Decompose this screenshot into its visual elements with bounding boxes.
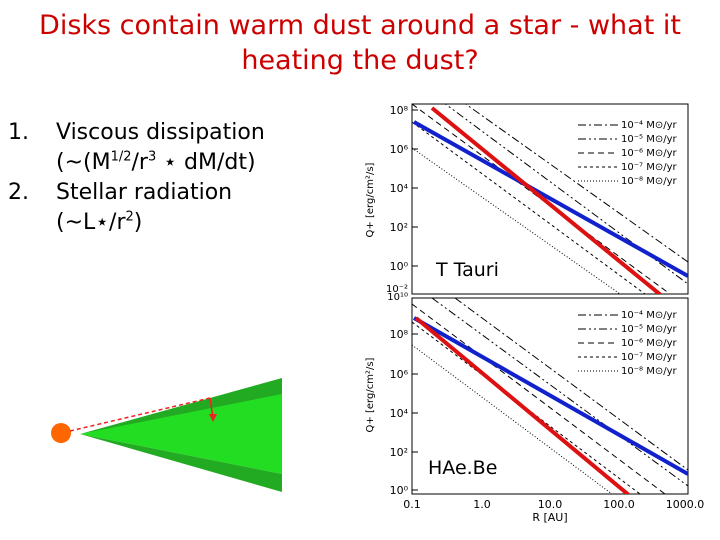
star-icon xyxy=(51,423,71,443)
title-line-1: Disks contain warm dust around a star - … xyxy=(39,10,681,41)
y-tick-label: 10² xyxy=(390,221,408,234)
x-tick-label: 1.0 xyxy=(473,498,491,511)
legend-entry: 10⁻⁶ M⊙/yr xyxy=(621,148,677,159)
plot-haebe: 10¹⁰ 10⁸ 10⁶ 10⁴ 10² 10⁰ Q+ [erg/cm²/s] … xyxy=(365,292,689,497)
x-tick-label: 0.1 xyxy=(403,498,421,511)
title-line-2: heating the dust? xyxy=(241,45,479,76)
y-ticks xyxy=(412,333,418,491)
legend-entry: 10⁻⁴ M⊙/yr xyxy=(621,120,677,131)
stellar-heating-curve xyxy=(414,316,631,494)
list-item-stellar: 2. Stellar radiation (~L⋆/r2) xyxy=(8,178,338,238)
legend-entry: 10⁻⁴ M⊙/yr xyxy=(621,310,677,321)
plot-label: HAe.Be xyxy=(428,457,497,479)
list-number: 1. xyxy=(8,120,29,145)
x-axis-label: R [AU] xyxy=(532,511,567,524)
list-item-formula: (~(M1/2/r3 ⋆ dM/dt) xyxy=(56,149,256,175)
flared-disk-lower xyxy=(80,434,282,492)
disk-illustration xyxy=(51,378,282,492)
legend-entry: 10⁻⁵ M⊙/yr xyxy=(621,324,677,335)
plot-frame xyxy=(411,297,689,495)
y-axis-label: Q+ [erg/cm²/s] xyxy=(365,162,376,237)
legend-entry: 10⁻⁷ M⊙/yr xyxy=(621,162,677,173)
y-tick-label: 10⁻² xyxy=(386,284,408,295)
legend-entry: 10⁻⁷ M⊙/yr xyxy=(621,352,677,363)
y-tick-label: 10⁸ xyxy=(390,104,409,117)
list-item-formula: (~L⋆/r2) xyxy=(56,209,143,235)
list-number: 2. xyxy=(8,180,29,205)
x-tick-label: 10.0 xyxy=(538,498,563,511)
y-tick-label: 10⁰ xyxy=(390,484,409,497)
slide-title: Disks contain warm dust around a star - … xyxy=(0,8,720,78)
viscous-heating-curve xyxy=(413,316,688,476)
list-item-viscous: 1. Viscous dissipation (~(M1/2/r3 ⋆ dM/d… xyxy=(8,118,338,178)
legend: 10⁻⁴ M⊙/yr 10⁻⁵ M⊙/yr 10⁻⁶ M⊙/yr 10⁻⁷ M⊙… xyxy=(578,120,677,187)
y-ticks xyxy=(412,109,418,267)
y-tick-label: 10¹⁰ xyxy=(387,292,408,303)
x-tick-label: 1000.0 xyxy=(666,498,705,511)
heating-mechanisms-list: 1. Viscous dissipation (~(M1/2/r3 ⋆ dM/d… xyxy=(8,118,338,238)
x-tick-label: 100.0 xyxy=(603,498,635,511)
list-item-label: Viscous dissipation xyxy=(56,120,265,145)
y-tick-label: 10⁸ xyxy=(390,328,409,341)
plot-label: T Tauri xyxy=(435,259,499,281)
flared-disk xyxy=(80,394,282,474)
legend-entry: 10⁻⁸ M⊙/yr xyxy=(621,366,677,377)
y-tick-label: 10⁶ xyxy=(390,143,409,156)
accretion-rate-lines xyxy=(412,298,688,494)
list-item-label: Stellar radiation xyxy=(56,180,233,205)
plot-ttauri: 10⁸ 10⁶ 10⁴ 10² 10⁰ 10⁻² Q+ [erg/cm²/s] … xyxy=(365,103,689,295)
y-tick-label: 10⁶ xyxy=(390,368,409,381)
stellar-heating-curve xyxy=(430,106,663,294)
y-tick-label: 10² xyxy=(390,446,408,459)
y-tick-label: 10⁴ xyxy=(390,407,409,420)
legend-entry: 10⁻⁵ M⊙/yr xyxy=(621,134,677,145)
scatter-arrow-head xyxy=(209,414,217,422)
viscous-heating-curve xyxy=(413,120,688,278)
light-ray xyxy=(69,397,211,432)
y-tick-label: 10⁰ xyxy=(390,260,409,273)
x-axis: 0.1 1.0 10.0 100.0 1000.0 R [AU] xyxy=(403,498,704,524)
legend-entry: 10⁻⁶ M⊙/yr xyxy=(621,338,677,349)
y-tick-label: 10⁴ xyxy=(390,182,409,195)
y-axis-label: Q+ [erg/cm²/s] xyxy=(365,357,376,432)
legend: 10⁻⁴ M⊙/yr 10⁻⁵ M⊙/yr 10⁻⁶ M⊙/yr 10⁻⁷ M⊙… xyxy=(578,310,677,377)
plot-frame xyxy=(411,103,689,295)
flared-disk-upper xyxy=(80,378,282,434)
legend-entry: 10⁻⁸ M⊙/yr xyxy=(621,176,677,187)
